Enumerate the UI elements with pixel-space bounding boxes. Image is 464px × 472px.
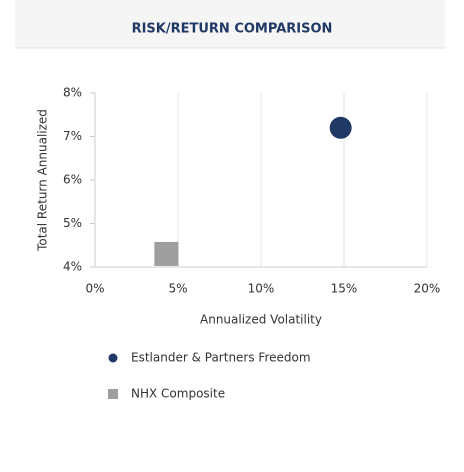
y-axis-label: Total Return Annualized bbox=[36, 109, 50, 252]
x-tick-label: 0% bbox=[85, 282, 104, 296]
legend-label: Estlander & Partners Freedom bbox=[131, 351, 311, 365]
y-tick-label: 7% bbox=[63, 129, 82, 143]
x-tick-label: 10% bbox=[248, 282, 275, 296]
y-tick-label: 4% bbox=[63, 260, 82, 274]
point bbox=[329, 116, 352, 139]
header-band bbox=[15, 0, 445, 48]
chart-title: RISK/RETURN COMPARISON bbox=[132, 22, 333, 37]
x-tick-label: 20% bbox=[414, 282, 441, 296]
y-tick-label: 8% bbox=[63, 86, 82, 100]
point bbox=[154, 241, 179, 266]
legend-marker bbox=[108, 353, 118, 363]
y-tick-label: 5% bbox=[63, 216, 82, 230]
x-tick-label: 5% bbox=[168, 282, 187, 296]
x-tick-label: 15% bbox=[331, 282, 358, 296]
legend-label: NHX Composite bbox=[131, 387, 225, 401]
x-axis-label: Annualized Volatility bbox=[200, 313, 322, 327]
y-tick-label: 6% bbox=[63, 173, 82, 187]
legend-marker bbox=[108, 389, 118, 399]
